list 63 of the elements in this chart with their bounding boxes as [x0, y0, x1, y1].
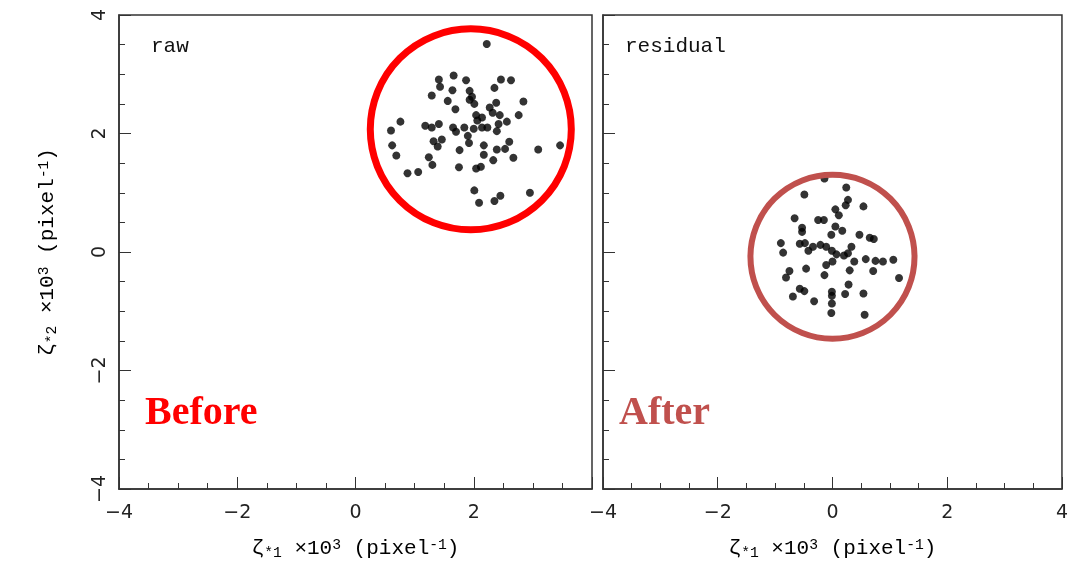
point — [788, 292, 797, 301]
point — [804, 246, 813, 255]
point — [822, 261, 831, 270]
point — [800, 239, 809, 248]
annotation: Before — [145, 387, 258, 433]
point — [845, 266, 854, 275]
point — [850, 257, 859, 266]
point — [827, 230, 836, 239]
point — [832, 250, 841, 259]
annotation: raw — [151, 35, 190, 58]
x-tick-label: 4 — [1055, 499, 1068, 522]
point — [827, 309, 836, 318]
point — [843, 249, 852, 258]
x-tick-label: −4 — [589, 499, 618, 522]
point — [810, 297, 819, 306]
x-tick-label: 2 — [467, 499, 480, 522]
point — [831, 222, 840, 231]
point — [822, 242, 831, 251]
point — [827, 291, 836, 300]
point — [859, 202, 868, 211]
point — [834, 211, 843, 220]
point — [838, 226, 847, 235]
x-tick-label: −2 — [703, 499, 732, 522]
point — [841, 290, 850, 299]
x-tick-label: −2 — [223, 499, 252, 522]
point — [798, 227, 807, 236]
point — [776, 239, 785, 248]
y-tick-label: 4 — [86, 8, 109, 22]
point — [860, 310, 869, 319]
point — [869, 234, 878, 243]
point — [828, 257, 837, 266]
point — [842, 183, 851, 192]
point — [802, 264, 811, 273]
x-tick-label: 0 — [826, 499, 839, 522]
point — [827, 299, 836, 308]
y-axis-title: ζ*2 ×103 (pixel-1) — [35, 148, 60, 356]
point — [844, 280, 853, 289]
point — [820, 271, 829, 280]
point — [841, 201, 850, 210]
point — [855, 230, 864, 239]
point — [871, 256, 880, 265]
x-tick-label: −4 — [104, 499, 134, 522]
y-tick-label: 0 — [86, 245, 109, 259]
point — [847, 242, 856, 251]
y-tick-label: 2 — [86, 127, 109, 140]
y-tick-label: −2 — [86, 356, 109, 385]
point — [819, 216, 828, 224]
point — [785, 266, 794, 275]
point — [782, 273, 791, 282]
point — [779, 248, 788, 257]
point — [895, 274, 904, 283]
point — [861, 255, 870, 264]
x-tick-label: 0 — [349, 499, 362, 522]
point — [878, 257, 887, 266]
point — [869, 266, 878, 275]
x-tick-label: 2 — [941, 499, 954, 522]
point — [889, 255, 898, 264]
point — [800, 287, 809, 296]
point — [859, 289, 868, 298]
point — [790, 214, 799, 223]
point — [800, 190, 809, 199]
annotation: residual — [625, 35, 726, 58]
annotation: After — [619, 387, 711, 433]
